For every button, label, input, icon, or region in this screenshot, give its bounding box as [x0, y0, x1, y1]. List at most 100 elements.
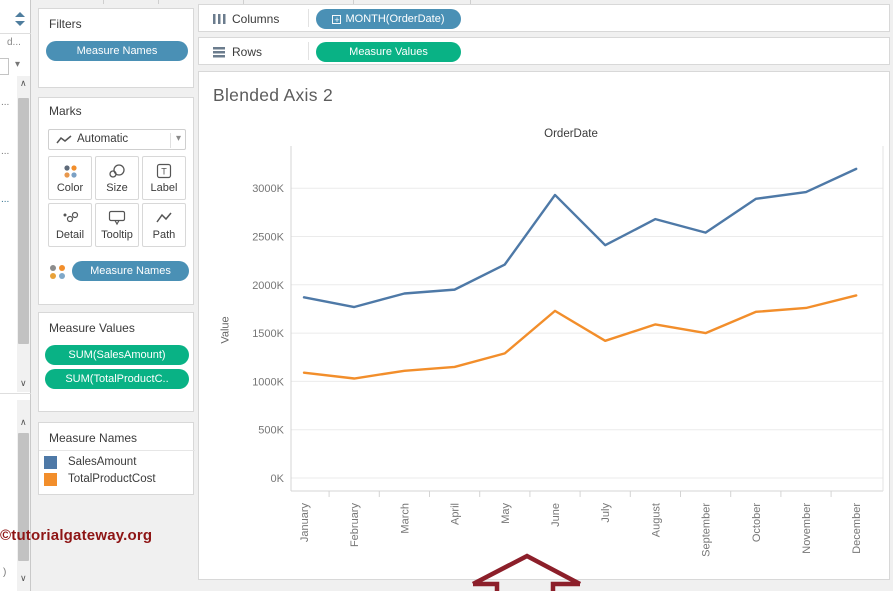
scrollbar-track[interactable]: ∧ ∨ [17, 400, 30, 591]
columns-shelf-label: Columns [232, 12, 280, 26]
line-chart[interactable]: 0K 500K 1000K 1500K 2000K 2500K 3000K January Fe… [199, 72, 889, 579]
filter-pill-measure-names[interactable]: Measure Names [46, 41, 188, 61]
tooltip-button-label: Tooltip [101, 229, 133, 241]
truncated-field-text: d... [7, 37, 21, 48]
mark-type-dropdown[interactable]: Automatic ▾ [48, 129, 186, 150]
detail-button-label: Detail [55, 229, 85, 241]
x-axis-label-september[interactable]: September [701, 503, 713, 557]
pill-sum-salesamount[interactable]: SUM(SalesAmount) [45, 345, 189, 365]
truncated-item: ... [1, 146, 10, 157]
label-button-label: Label [150, 182, 178, 194]
legend-swatch-blue [44, 456, 57, 469]
x-axis-label-april[interactable]: April [450, 503, 462, 525]
up-arrow-annotation [471, 553, 582, 591]
top-edge-fragment [470, 0, 471, 4]
rows-shelf-label: Rows [232, 45, 263, 59]
sort-toggle-icon[interactable] [14, 12, 26, 26]
color-button-label: Color [56, 182, 84, 194]
divider [0, 393, 31, 394]
watermark: ©tutorialgateway.org [0, 527, 153, 544]
y-axis-tick-label: 500K [258, 425, 284, 437]
x-axis-label-february[interactable]: February [349, 503, 361, 548]
text-label-icon: T [156, 163, 172, 179]
y-axis-tick-label: 0K [271, 473, 285, 485]
y-axis-tick-label: 1000K [252, 376, 284, 388]
legend-item-salesamount[interactable]: SalesAmount [44, 456, 190, 470]
worksheet-view: Blended Axis 2 OrderDate Value 0K 500K 100… [198, 71, 890, 580]
scrollbar-thumb[interactable] [18, 98, 29, 344]
scroll-up-icon[interactable]: ∧ [20, 417, 27, 427]
columns-pill-month-orderdate[interactable]: + MONTH(OrderDate) [316, 9, 461, 29]
series-line-TotalProductCost[interactable] [302, 294, 858, 380]
path-line-icon [156, 212, 172, 223]
chevron-down-icon[interactable]: ▾ [15, 59, 21, 70]
legend-card: Measure Names SalesAmount TotalProductCo… [38, 422, 195, 495]
scrollbar-thumb[interactable] [18, 433, 29, 561]
column-field-label: OrderDate [544, 128, 598, 140]
y-axis-tick-label: 3000K [252, 183, 284, 195]
marks-pill-measure-names[interactable]: Measure Names [72, 261, 189, 281]
legend-label: SalesAmount [68, 456, 137, 468]
chevron-down-icon[interactable]: ▾ [169, 133, 181, 148]
data-pane-sliver: d... ▾ ∧ ∨ ... ... ... ∧ ∨ ) [0, 0, 31, 591]
y-axis-tick-label: 2500K [252, 232, 284, 244]
measure-names-dots-icon [50, 265, 65, 279]
size-button-label: Size [106, 182, 128, 194]
x-axis-label-march[interactable]: March [399, 503, 411, 534]
top-edge-fragment [158, 0, 159, 4]
color-dots-icon [64, 165, 77, 178]
divider [308, 9, 309, 27]
top-edge-fragment [243, 0, 244, 4]
x-axis-label-may[interactable]: May [500, 503, 512, 524]
scrollbar-track[interactable]: ∧ ∨ [17, 76, 30, 392]
columns-icon [213, 14, 226, 24]
columns-shelf: Columns + MONTH(OrderDate) [198, 4, 890, 32]
rows-shelf: Rows Measure Values [198, 37, 890, 65]
x-axis-label-november[interactable]: November [801, 503, 813, 554]
y-axis-tick-label: 2000K [252, 280, 284, 292]
filters-title: Filters [49, 17, 82, 31]
expand-plus-icon[interactable]: + [332, 15, 342, 25]
sheet-title: Blended Axis 2 [213, 85, 333, 105]
marks-title: Marks [49, 104, 82, 118]
detail-dots-icon [63, 211, 79, 223]
divider [39, 450, 195, 451]
columns-pill-label: MONTH(OrderDate) [345, 13, 445, 25]
scroll-up-icon[interactable]: ∧ [20, 78, 27, 88]
divider [308, 42, 309, 60]
rows-pill-measure-values[interactable]: Measure Values [316, 42, 461, 62]
x-axis-label-june[interactable]: June [550, 503, 562, 527]
size-circles-icon [109, 164, 125, 178]
divider [0, 33, 31, 34]
x-axis-label-july[interactable]: July [600, 503, 612, 523]
tooltip-button[interactable]: Tooltip [95, 203, 139, 247]
top-edge-fragment [103, 0, 104, 4]
scroll-down-icon[interactable]: ∨ [20, 573, 27, 583]
detail-button[interactable]: Detail [48, 203, 92, 247]
mark-type-value: Automatic [77, 133, 129, 145]
y-axis-tick-label: 1500K [252, 328, 284, 340]
x-axis-label-december[interactable]: December [851, 503, 863, 554]
path-button-label: Path [152, 229, 176, 241]
scroll-down-icon[interactable]: ∨ [20, 378, 27, 388]
size-button[interactable]: Size [95, 156, 139, 200]
x-axis-label-january[interactable]: January [299, 503, 311, 543]
label-button[interactable]: T Label [142, 156, 186, 200]
legend-item-totalproductcost[interactable]: TotalProductCost [44, 473, 190, 487]
pill-sum-totalproductcost[interactable]: SUM(TotalProductC.. [45, 369, 189, 389]
x-axis-label-august[interactable]: August [650, 503, 662, 537]
marks-card: Marks Automatic ▾ Color Size T Label [38, 97, 194, 305]
tooltip-bubble-icon [108, 210, 126, 226]
legend-title: Measure Names [49, 431, 138, 445]
truncated-item: ... [1, 97, 10, 108]
color-button[interactable]: Color [48, 156, 92, 200]
series-line-SalesAmount[interactable] [302, 167, 858, 309]
path-button[interactable]: Path [142, 203, 186, 247]
measure-values-title: Measure Values [49, 321, 135, 335]
line-mark-icon [56, 135, 72, 144]
rows-icon [213, 47, 225, 58]
svg-text:T: T [161, 167, 167, 177]
filters-card: Filters Measure Names [38, 8, 194, 88]
x-axis-label-october[interactable]: October [751, 503, 763, 542]
